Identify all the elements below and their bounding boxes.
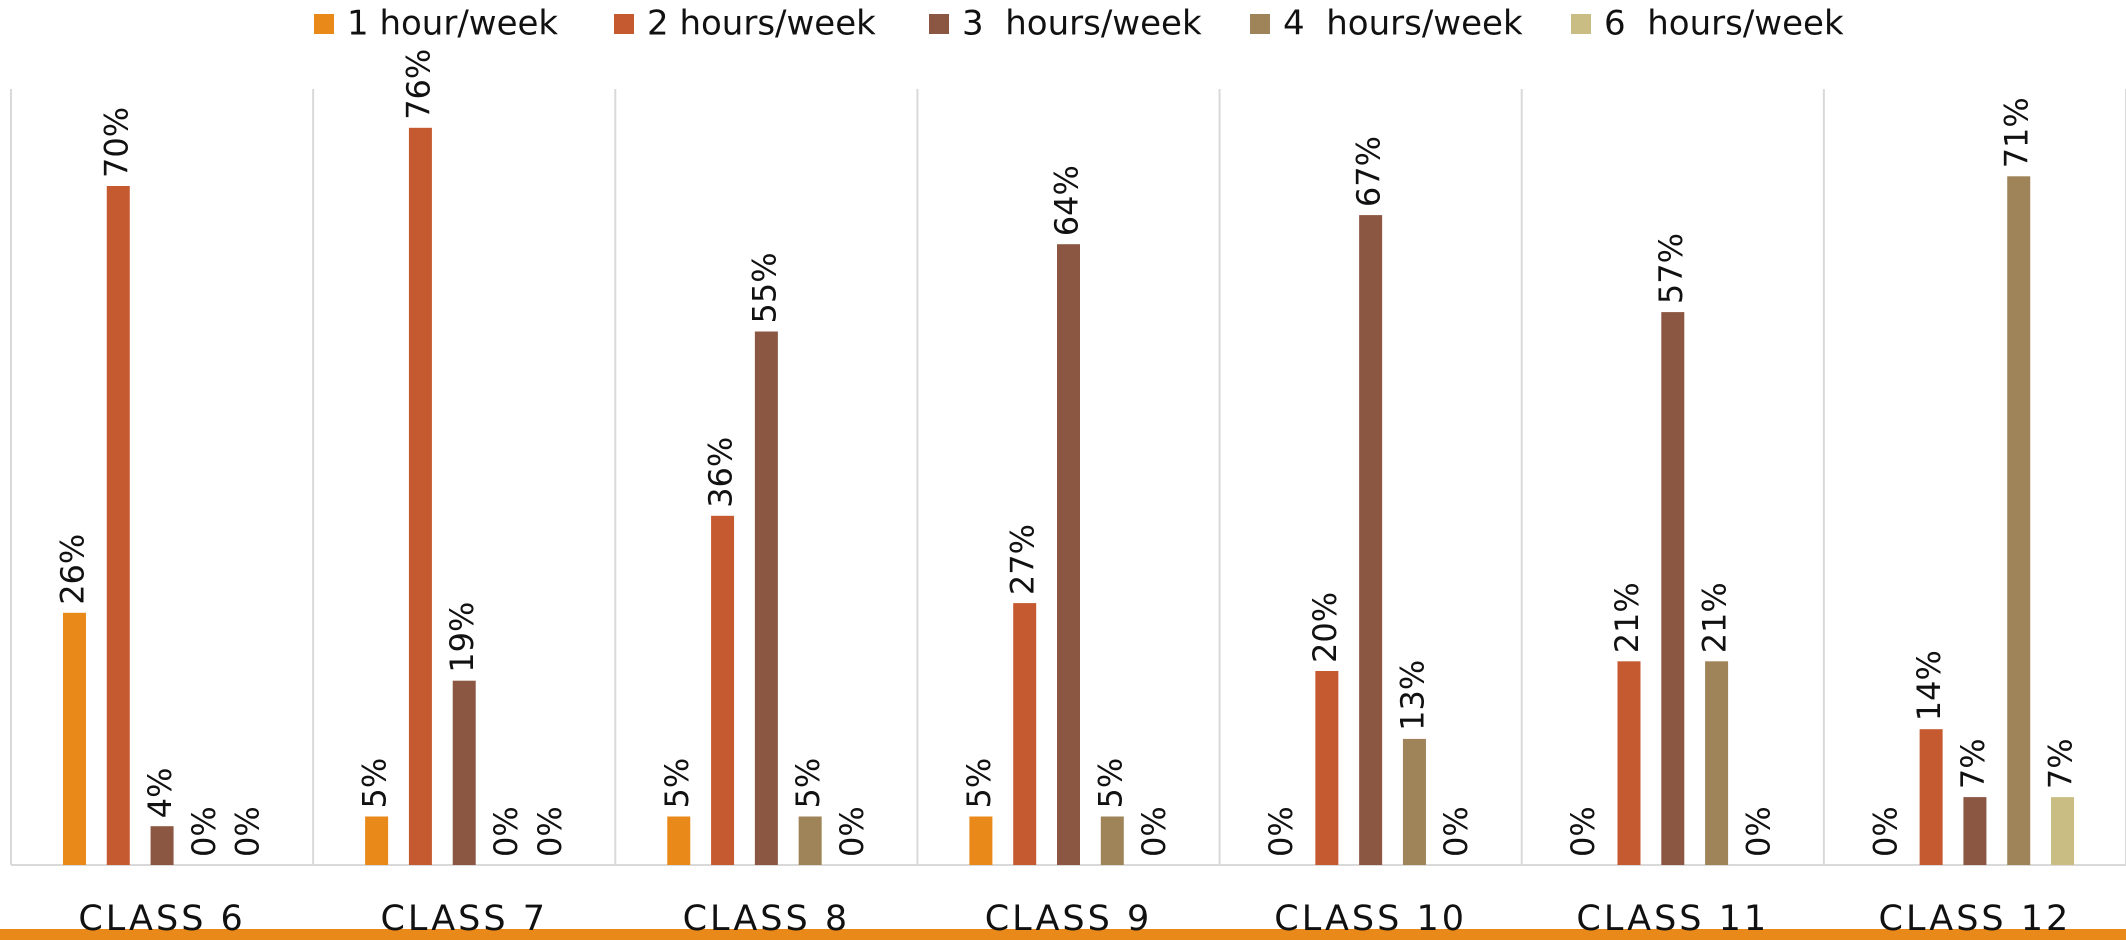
legend-swatch [929, 14, 949, 34]
bar [62, 612, 86, 865]
legend-swatch [314, 14, 334, 34]
legend-label: 6 hours/week [1604, 4, 1844, 44]
legend-label: 4 hours/week [1283, 4, 1523, 44]
value-label: 0% [1437, 806, 1475, 857]
value-label: 0% [487, 806, 525, 857]
value-label: 14% [1910, 650, 1948, 721]
legend-label: 2 hours/week [647, 4, 876, 44]
value-label: 5% [658, 758, 696, 809]
x-tick-label: CLASS 6 [78, 899, 246, 939]
value-label: 67% [1350, 136, 1388, 207]
bar [969, 816, 993, 865]
value-label: 36% [702, 437, 740, 508]
bar [1963, 797, 1987, 865]
value-label: 57% [1652, 233, 1690, 304]
bar [1359, 215, 1383, 866]
value-label: 0% [833, 806, 871, 857]
value-label: 5% [356, 758, 394, 809]
x-tick-label: CLASS 10 [1274, 899, 1467, 939]
bar [754, 331, 778, 865]
bar [1661, 312, 1685, 866]
bar [711, 515, 735, 865]
bar [452, 680, 476, 865]
bar [1013, 603, 1037, 865]
value-label: 70% [97, 107, 135, 178]
value-label: 21% [1696, 582, 1734, 653]
bar [798, 816, 822, 865]
value-label: 13% [1393, 660, 1431, 731]
value-label: 55% [745, 252, 783, 323]
value-label: 0% [185, 806, 223, 857]
value-label: 0% [229, 806, 267, 857]
bar [106, 186, 130, 865]
bottom-band [0, 929, 2126, 940]
bar [1617, 661, 1641, 865]
value-label: 0% [1564, 806, 1602, 857]
x-tick-label: CLASS 7 [380, 899, 548, 939]
value-label: 21% [1608, 582, 1646, 653]
bar [1919, 729, 1943, 865]
value-label: 0% [1262, 806, 1300, 857]
value-label: 27% [1004, 524, 1042, 595]
legend-label: 1 hour/week [347, 4, 558, 44]
value-label: 7% [2042, 738, 2080, 789]
value-label: 5% [1091, 758, 1129, 809]
bar [408, 127, 432, 866]
value-label: 0% [1135, 806, 1173, 857]
value-label: 26% [53, 534, 91, 605]
bar [2007, 176, 2031, 866]
bar [1705, 661, 1729, 865]
bar [1100, 816, 1124, 865]
x-tick-label: CLASS 9 [985, 899, 1153, 939]
legend-swatch [614, 14, 634, 34]
value-label: 64% [1048, 165, 1086, 236]
bar [1315, 671, 1339, 865]
bar [150, 826, 174, 865]
value-label: 5% [960, 758, 998, 809]
legend-swatch [1571, 14, 1591, 34]
value-label: 0% [1739, 806, 1777, 857]
x-tick-label: CLASS 8 [683, 899, 851, 939]
bar [1057, 244, 1080, 865]
value-label: 5% [789, 758, 827, 809]
value-label: 71% [1998, 97, 2036, 168]
bar [1402, 738, 1426, 865]
value-label: 0% [1866, 806, 1904, 857]
bar [667, 816, 691, 865]
bar [2051, 797, 2075, 865]
x-tick-label: CLASS 12 [1879, 899, 2072, 939]
legend-label: 3 hours/week [962, 4, 1202, 44]
value-label: 20% [1306, 592, 1344, 663]
bar [365, 816, 389, 865]
value-label: 7% [1954, 738, 1992, 789]
value-label: 19% [443, 602, 481, 673]
legend-swatch [1250, 14, 1270, 34]
value-label: 4% [141, 767, 179, 818]
x-tick-label: CLASS 11 [1576, 899, 1769, 939]
value-label: 76% [399, 49, 437, 120]
value-label: 0% [531, 806, 569, 857]
